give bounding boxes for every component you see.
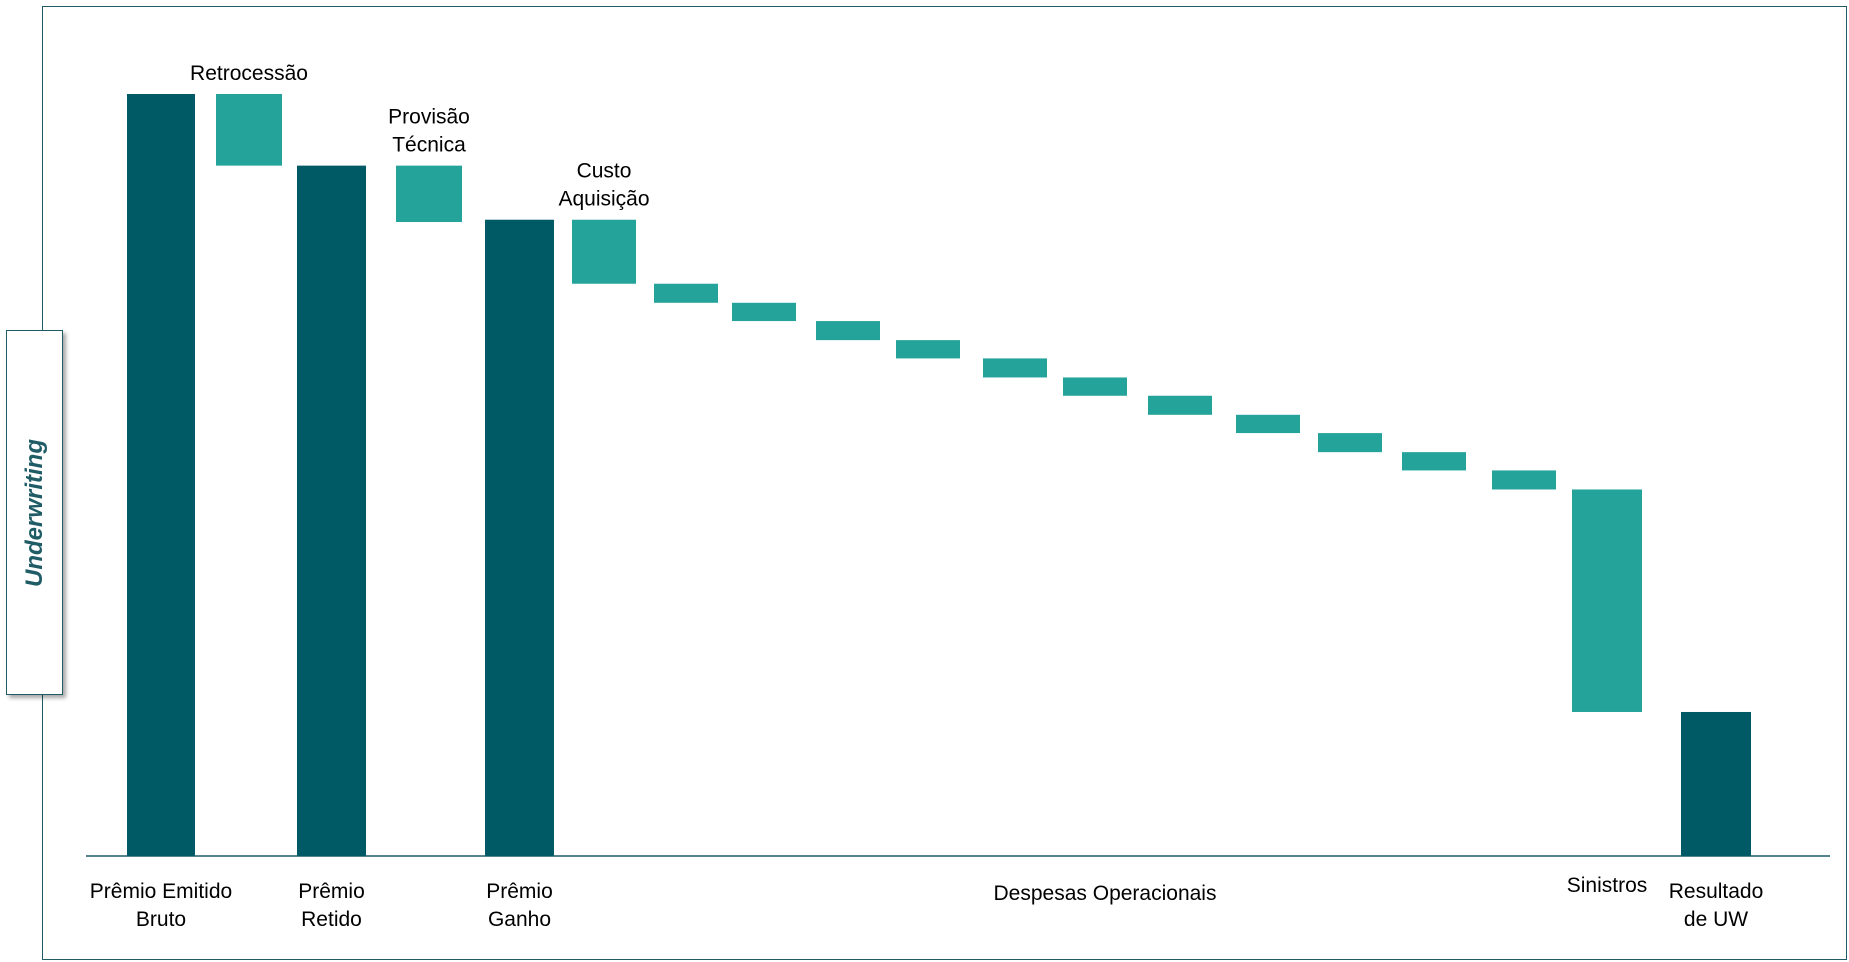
bar-label-18-line-0: Resultado <box>1669 880 1764 903</box>
step-bar-15 <box>1402 452 1466 471</box>
step-bar-9 <box>896 340 960 359</box>
step-bar-10 <box>983 358 1047 378</box>
step-bar-13 <box>1236 414 1300 434</box>
step-bar-12 <box>1148 395 1212 415</box>
side-tab: Underwriting <box>6 330 63 695</box>
step-bar-8 <box>816 321 880 341</box>
total-bar-4 <box>485 219 554 857</box>
step-bar-3 <box>396 165 462 223</box>
bar-label-0-line-1: Bruto <box>136 908 186 931</box>
step-bar-17 <box>1572 489 1642 712</box>
step-bar-1 <box>216 94 282 166</box>
bar-label-3-line-1: Técnica <box>392 134 466 157</box>
bar-label-4-line-1: Ganho <box>488 908 551 931</box>
bar-label-18-line-1: de UW <box>1684 908 1748 931</box>
step-bar-11 <box>1063 377 1127 396</box>
bar-label-2-line-0: Prêmio <box>298 880 365 903</box>
step-bar-5 <box>572 219 636 284</box>
total-bar-0 <box>127 94 195 856</box>
total-bar-2 <box>297 165 366 857</box>
bar-label-5-line-1: Aquisição <box>558 188 649 211</box>
step-bar-7 <box>732 302 796 322</box>
bar-label-5-line-0: Custo <box>577 160 632 183</box>
step-bar-16 <box>1492 470 1556 490</box>
group-label-0: Despesas Operacionais <box>994 882 1217 905</box>
bar-label-2-line-1: Retido <box>301 908 362 931</box>
bar-label-0-line-0: Prêmio Emitido <box>90 880 232 903</box>
bar-label-4-line-0: Prêmio <box>486 880 553 903</box>
total-bar-18 <box>1681 711 1751 856</box>
bar-label-1-line-0: Retrocessão <box>190 62 308 85</box>
bar-label-17-line-0: Sinistros <box>1567 874 1648 897</box>
step-bar-14 <box>1318 433 1382 453</box>
bar-label-3-line-0: Provisão <box>388 106 470 129</box>
step-bar-6 <box>654 283 718 303</box>
